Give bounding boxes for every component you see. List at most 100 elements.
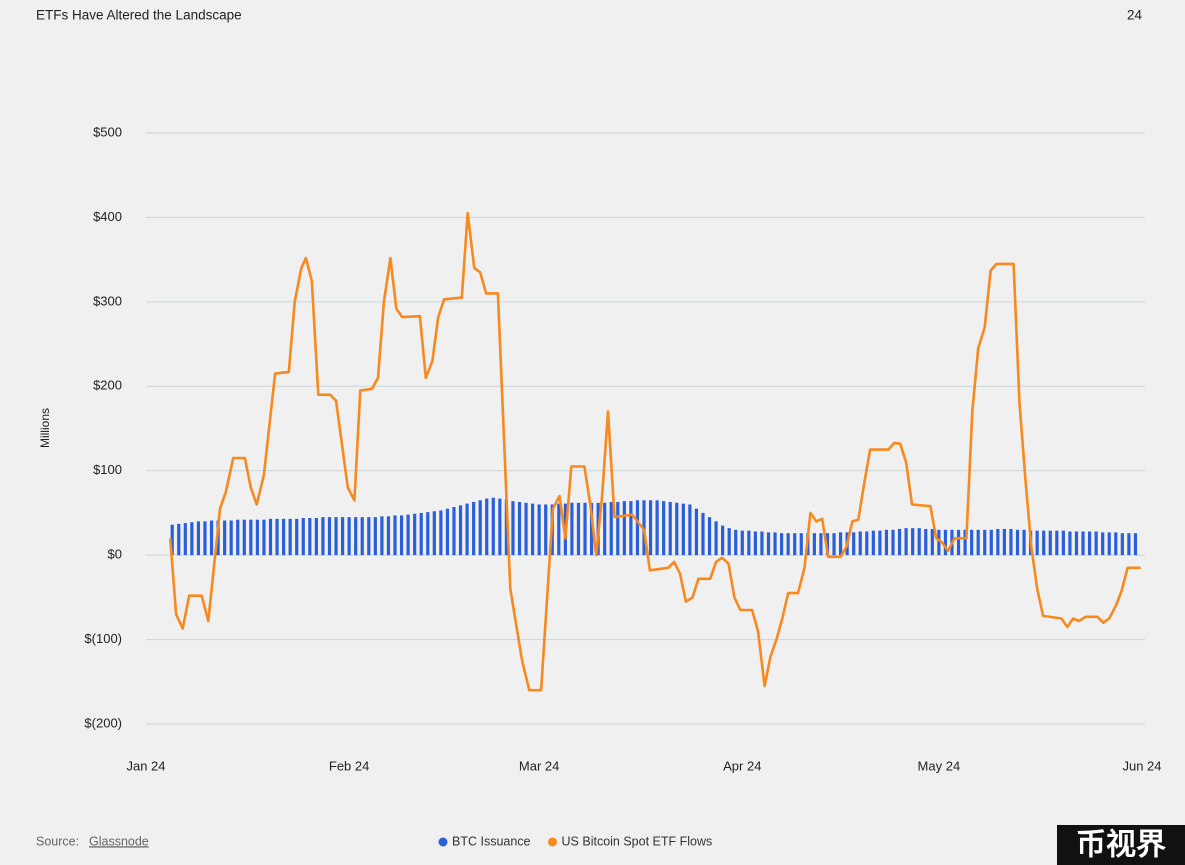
bar <box>1127 533 1131 556</box>
line <box>168 211 1141 692</box>
bar <box>714 521 718 556</box>
bar <box>1107 532 1111 556</box>
bar <box>1101 532 1105 556</box>
bar <box>727 528 731 556</box>
bar <box>249 519 253 556</box>
bar <box>635 500 640 556</box>
bar <box>924 528 928 556</box>
bar <box>1094 531 1098 556</box>
bar <box>314 517 318 556</box>
bar <box>288 518 292 556</box>
y-tick-label: $100 <box>93 462 122 477</box>
x-tick-label: Mar 24 <box>519 758 559 773</box>
y-tick-label: $200 <box>93 378 122 393</box>
bar <box>439 510 443 556</box>
bar <box>465 503 469 556</box>
bar <box>327 517 332 556</box>
bar <box>766 532 771 556</box>
bar <box>321 517 325 556</box>
bar <box>1074 531 1079 556</box>
bar <box>760 531 764 556</box>
bar <box>242 519 246 556</box>
bar <box>675 502 679 556</box>
bar <box>452 507 456 556</box>
bar <box>347 517 351 556</box>
y-tick-label: $400 <box>93 209 122 224</box>
bar <box>1114 532 1118 556</box>
bar <box>589 502 594 556</box>
bar <box>268 518 273 556</box>
bar <box>373 517 377 556</box>
plot <box>168 211 1141 692</box>
bar <box>832 533 836 556</box>
bar <box>858 531 862 556</box>
bar <box>190 522 194 556</box>
source-link[interactable]: Glassnode <box>89 834 149 848</box>
bar <box>308 517 312 556</box>
bar <box>976 529 980 556</box>
bar <box>295 518 299 556</box>
bar <box>531 503 535 556</box>
bar <box>989 529 993 556</box>
bar <box>996 528 1000 556</box>
bar <box>1055 530 1059 556</box>
bar <box>897 528 902 556</box>
bar <box>498 498 502 556</box>
bar <box>458 505 463 556</box>
bar <box>1009 528 1013 556</box>
y-tick-label: $0 <box>108 547 122 562</box>
bar <box>491 497 495 556</box>
bar <box>1042 530 1046 556</box>
bar <box>825 533 830 556</box>
bar <box>629 501 633 556</box>
bar <box>917 528 921 556</box>
bar <box>367 517 371 556</box>
bar <box>282 518 286 556</box>
bar <box>1120 533 1124 556</box>
bar <box>603 502 607 556</box>
bar <box>170 524 174 556</box>
bar <box>747 530 751 556</box>
bar <box>203 521 207 556</box>
bar <box>865 531 869 556</box>
y-tick-label: $500 <box>93 124 122 139</box>
bar <box>406 514 410 556</box>
bar <box>884 529 889 556</box>
bar <box>1048 530 1052 556</box>
watermark-box <box>1057 825 1185 865</box>
bar <box>478 500 482 556</box>
bar <box>648 500 653 556</box>
bar <box>236 519 240 556</box>
bar <box>583 502 587 556</box>
bar <box>662 501 666 556</box>
bar <box>557 503 561 556</box>
bar <box>399 515 404 556</box>
bar <box>773 532 777 556</box>
y-tick-label: $300 <box>93 293 122 308</box>
bar <box>956 529 961 556</box>
bar <box>780 533 784 556</box>
bar <box>721 525 725 556</box>
bar <box>432 511 436 556</box>
y-axis-label: Millions <box>38 408 52 448</box>
bar <box>340 517 345 556</box>
source-label: Source: <box>36 834 79 848</box>
bar <box>544 504 548 556</box>
bar <box>472 501 476 556</box>
bar <box>301 517 305 556</box>
bar <box>1002 528 1006 556</box>
bar <box>681 503 685 556</box>
page-number: 24 <box>1127 8 1143 23</box>
bar <box>262 519 266 556</box>
bar <box>223 520 227 556</box>
bar <box>413 513 417 556</box>
bar <box>360 517 364 556</box>
bar <box>852 532 856 556</box>
bar <box>524 502 528 556</box>
bar <box>196 521 201 556</box>
bar <box>891 529 895 556</box>
bar <box>609 501 613 556</box>
x-tick-label: Feb 24 <box>329 758 369 773</box>
bar <box>576 502 581 556</box>
